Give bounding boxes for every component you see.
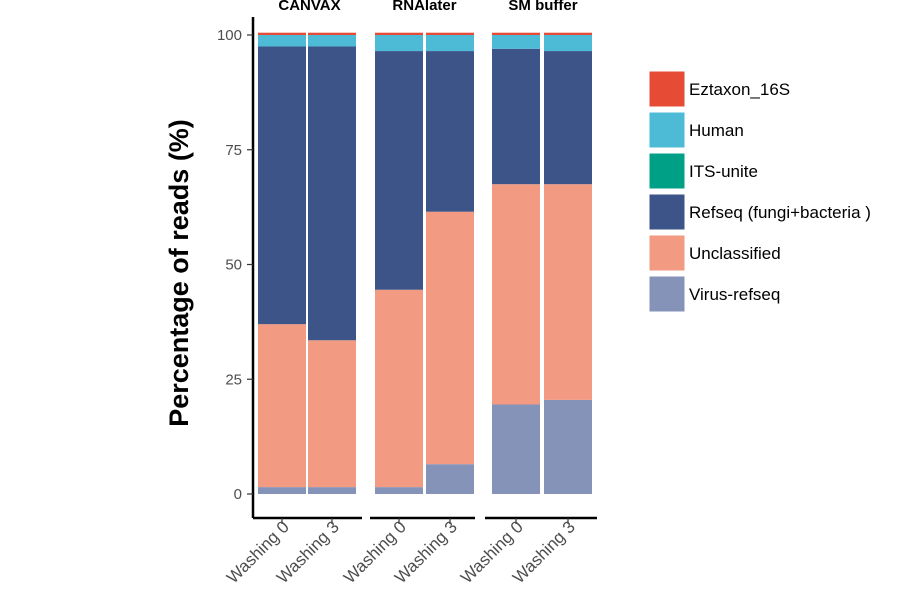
legend-swatch [648,111,686,149]
bar-segment [426,32,474,35]
panel-title: RNAlater [392,0,456,14]
bar-segment [258,46,306,325]
bar-segment [426,464,474,494]
bar-segment [492,184,540,405]
bar-segment [492,32,540,35]
bar-segment [258,32,306,35]
bar-segment [258,487,306,494]
legend-item: Virus-refseq [648,275,780,313]
y-tick-label: 25 [225,371,242,388]
legend-label: Eztaxon_16S [689,80,790,99]
bar-segment [258,324,306,488]
bar-segment [544,32,592,35]
bar-segment [375,289,423,488]
legend-swatch [648,193,686,231]
legend-item: Human [648,111,744,149]
y-axis: 0 25 50 75 100 [217,17,255,518]
y-tick-label: 100 [217,27,242,44]
y-axis-title: Percentage of reads (%) [164,119,194,427]
legend-item: Unclassified [648,234,781,272]
legend-swatch [648,70,686,108]
bar-segment [375,51,423,290]
legend-item: Eztaxon_16S [648,70,790,108]
bar-segment [308,32,356,35]
legend-label: Unclassified [689,244,781,263]
bar-segment [375,487,423,494]
bar-segment [426,35,474,52]
bar-segment [544,399,592,494]
bar-segment [375,35,423,52]
bar-segment [426,211,474,465]
bar-segment [426,51,474,212]
y-tick-label: 75 [225,142,242,159]
legend-swatch [648,234,686,272]
legend-label: Virus-refseq [689,285,780,304]
bar-segment [375,32,423,35]
bar-segment [492,48,540,185]
bar-segment [544,35,592,52]
bar-segment [492,35,540,49]
legend-label: Refseq (fungi+bacteria ) [689,203,871,222]
bar-segment [308,46,356,341]
legend: Eztaxon_16S Human ITS-unite Refseq (fungi+b… [648,70,871,313]
bar-segment [258,35,306,47]
legend-label: ITS-unite [689,162,758,181]
legend-item: ITS-unite [648,152,758,190]
y-tick-label: 50 [225,257,242,274]
bar-segment [308,340,356,488]
panel-title: CANVAX [278,0,340,14]
bar-segment [544,184,592,400]
legend-item: Refseq (fungi+bacteria ) [648,193,871,231]
legend-swatch [648,152,686,190]
y-tick-label: 0 [234,486,242,503]
bar-segment [308,35,356,47]
legend-swatch [648,275,686,313]
panel-title: SM buffer [508,0,577,14]
legend-label: Human [689,121,744,140]
bar-segment [492,404,540,494]
y-axis-title-group: Percentage of reads (%) [164,119,194,427]
bar-segment [544,51,592,185]
bar-segment [308,487,356,494]
